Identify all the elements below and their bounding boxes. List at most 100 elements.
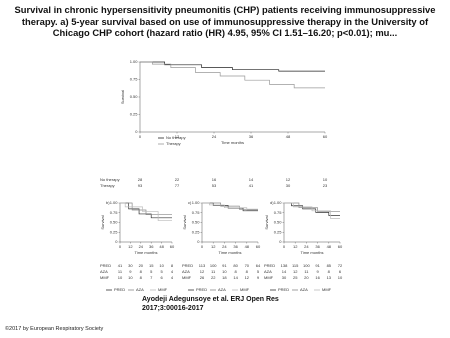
y-axis-label: Survival xyxy=(100,215,105,229)
x-tick-label: 12 xyxy=(211,244,216,249)
risk-value: 12 xyxy=(200,269,205,274)
risk-value: 6 xyxy=(339,269,342,274)
risk-value: 4 xyxy=(171,275,174,280)
x-tick-label: 36 xyxy=(315,244,320,249)
risk-value: 8 xyxy=(234,269,237,274)
x-tick-label: 36 xyxy=(249,134,254,139)
risk-value: 9 xyxy=(316,269,319,274)
risk-value: 11 xyxy=(118,269,123,274)
risk-value: 8 xyxy=(328,269,331,274)
x-axis-label: Time months xyxy=(219,250,242,255)
risk-value: 16 xyxy=(315,275,320,280)
risk-row-name: AZA xyxy=(264,269,272,274)
y-tick-label: 0.25 xyxy=(274,229,283,234)
legend-label: PRED xyxy=(114,287,125,292)
x-axis-label: Time months xyxy=(301,250,324,255)
survival-curve xyxy=(202,202,258,212)
risk-value: 14 xyxy=(249,177,254,182)
x-axis-label: Time months xyxy=(135,250,158,255)
x-tick-label: 24 xyxy=(212,134,217,139)
risk-row-name: AZA xyxy=(182,269,190,274)
risk-row-name: PRED xyxy=(100,263,111,268)
risk-value: 115 xyxy=(292,263,299,268)
risk-value: 5 xyxy=(160,269,163,274)
y-tick-label: 0.50 xyxy=(274,220,283,225)
legend-label: PRED xyxy=(278,287,289,292)
risk-value: 22 xyxy=(175,177,180,182)
risk-value: 11 xyxy=(211,269,216,274)
risk-value: 23 xyxy=(323,183,328,188)
x-tick-label: 24 xyxy=(139,244,144,249)
x-tick-label: 48 xyxy=(327,244,332,249)
risk-value: 28 xyxy=(138,177,143,182)
risk-value: 10 xyxy=(323,177,328,182)
risk-value: 4 xyxy=(171,269,174,274)
survival-curve xyxy=(284,202,340,212)
y-tick-label: 1.00 xyxy=(192,200,201,205)
risk-row-name: AZA xyxy=(100,269,108,274)
x-tick-label: 36 xyxy=(149,244,154,249)
y-tick-label: 0.25 xyxy=(192,229,201,234)
risk-value: 11 xyxy=(304,269,309,274)
x-tick-label: 0 xyxy=(201,244,204,249)
risk-value: 10 xyxy=(128,275,133,280)
risk-value: 15 xyxy=(149,263,154,268)
legend-label: PRED xyxy=(196,287,207,292)
risk-value: 30 xyxy=(286,183,291,188)
y-tick-label: 0.75 xyxy=(274,210,283,215)
y-tick-label: 0 xyxy=(135,129,138,134)
risk-value: 12 xyxy=(293,269,298,274)
risk-value: 100 xyxy=(210,263,217,268)
y-tick-label: 0 xyxy=(115,239,118,244)
y-tick-label: 1.00 xyxy=(110,200,119,205)
risk-value: 22 xyxy=(211,275,216,280)
risk-value: 20 xyxy=(139,263,144,268)
risk-value: 30 xyxy=(128,263,133,268)
x-axis-label: Time months xyxy=(221,140,244,145)
legend-label: Therapy xyxy=(166,141,181,146)
slide-title: Survival in chronic hypersensitivity pne… xyxy=(14,4,436,38)
risk-value: 16 xyxy=(212,177,217,182)
risk-value: 14 xyxy=(282,269,287,274)
x-tick-label: 12 xyxy=(293,244,298,249)
survival-curve xyxy=(120,202,172,219)
risk-value: 6 xyxy=(160,275,163,280)
risk-value: 12 xyxy=(245,275,250,280)
risk-value: 13 xyxy=(327,275,332,280)
copyright: ©2017 by European Respiratory Society xyxy=(5,326,104,332)
survival-curve xyxy=(120,202,172,221)
x-tick-label: 60 xyxy=(170,244,175,249)
y-tick-label: 0.75 xyxy=(192,210,201,215)
x-tick-label: 0 xyxy=(119,244,122,249)
x-tick-label: 12 xyxy=(175,134,180,139)
risk-value: 5 xyxy=(150,269,153,274)
y-axis-label: Survival xyxy=(182,215,187,229)
risk-row-name: PRED xyxy=(182,263,193,268)
y-tick-label: 1.00 xyxy=(274,200,283,205)
risk-value: 10 xyxy=(118,275,123,280)
legend-label: MMF xyxy=(322,287,332,292)
legend-label: AZA xyxy=(300,287,308,292)
risk-value: 18 xyxy=(222,275,227,280)
y-tick-label: 0 xyxy=(197,239,200,244)
survival-curve xyxy=(202,202,258,211)
risk-row-name: Therapy xyxy=(100,183,115,188)
risk-row-name: No therapy xyxy=(100,177,120,182)
y-tick-label: 0.75 xyxy=(130,77,139,82)
risk-value: 8 xyxy=(140,269,143,274)
risk-value: 113 xyxy=(199,263,206,268)
y-tick-label: 0.50 xyxy=(110,220,119,225)
risk-value: 100 xyxy=(303,263,310,268)
risk-value: 91 xyxy=(222,263,227,268)
risk-row-name: PRED xyxy=(264,263,275,268)
risk-value: 41 xyxy=(118,263,123,268)
x-tick-label: 24 xyxy=(304,244,309,249)
risk-value: 8 xyxy=(171,263,174,268)
risk-row-name: MMF xyxy=(100,275,110,280)
y-axis-label: Survival xyxy=(120,90,125,104)
risk-value: 8 xyxy=(246,269,249,274)
y-tick-label: 0.25 xyxy=(110,229,119,234)
risk-value: 85 xyxy=(327,263,332,268)
